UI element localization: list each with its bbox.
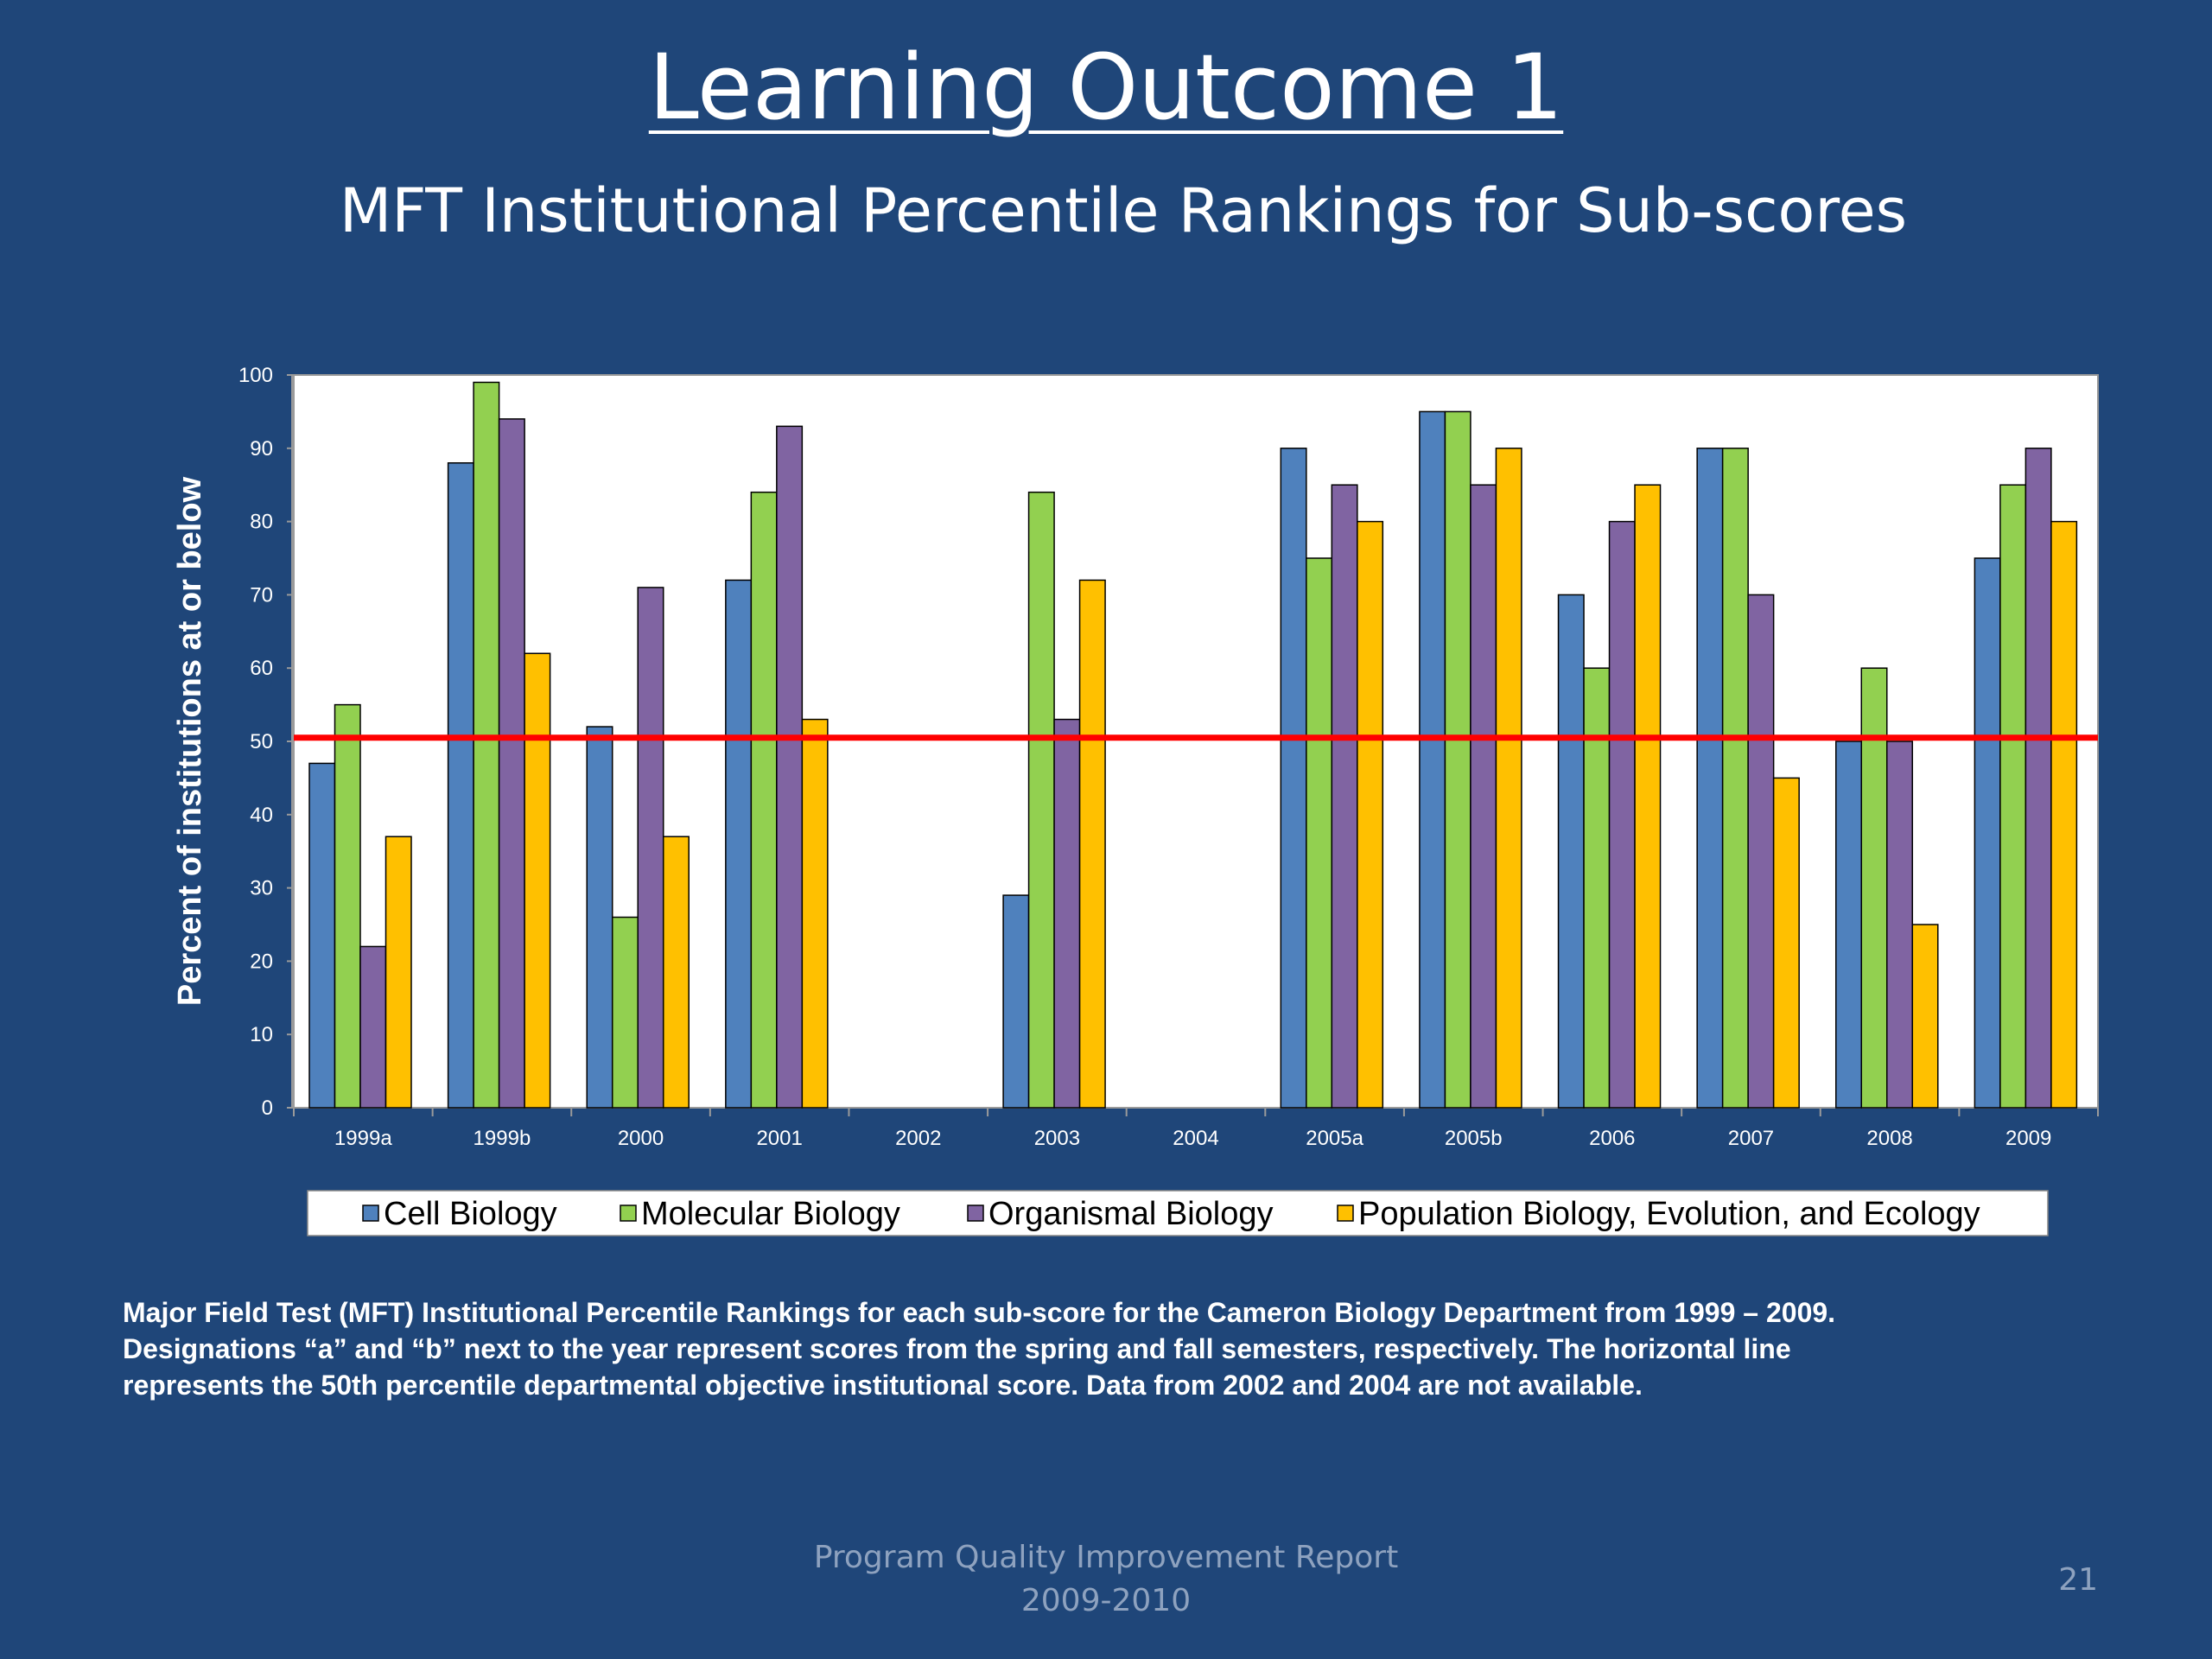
y-axis-label: Percent of institutions at or below <box>172 476 208 1006</box>
x-axis: 1999a 1999b 2000 2001 2002 2003 2004 2005a 2005b… <box>293 1107 2099 1150</box>
bar-1999b-molecular-biology <box>473 381 500 1109</box>
legend-swatch <box>1337 1205 1354 1222</box>
x-tick-label: 1999b <box>474 1127 531 1150</box>
bar-chart: 0 10 20 30 40 50 60 70 80 90 100 1999a 1999b 2000 200… <box>172 364 2099 1236</box>
bar-2007-molecular-biology <box>1721 448 1749 1109</box>
x-tick-label: 2008 <box>1866 1127 1912 1150</box>
bar-2008-molecular-biology <box>1860 667 1888 1109</box>
bar-2005b-molecular-biology <box>1444 410 1471 1109</box>
x-tick-label: 2005a <box>1306 1127 1363 1150</box>
y-tick-label: 10 <box>250 1023 273 1046</box>
legend-swatch <box>967 1205 984 1222</box>
bar-2008-cell-biology <box>1835 741 1863 1109</box>
bar-1999a-organismal-biology <box>359 945 387 1109</box>
bar-2005a-molecular-biology <box>1306 557 1333 1109</box>
bar-2009-cell-biology <box>1974 557 2001 1109</box>
bar-1999a-molecular-biology <box>334 703 361 1109</box>
bar-1999b-organismal-biology <box>498 418 525 1109</box>
bar-2003-population-biology-evolution-and-ecology <box>1078 579 1106 1109</box>
bar-2005b-population-biology-evolution-and-ecology <box>1495 448 1522 1109</box>
caption-line-2: Designations “a” and “b” next to the yea… <box>123 1333 1791 1364</box>
y-tick-label: 50 <box>250 730 273 753</box>
bar-2007-cell-biology <box>1696 448 1724 1109</box>
bar-2006-molecular-biology <box>1583 667 1611 1109</box>
x-tick-label: 2007 <box>1728 1127 1774 1150</box>
legend-label: Molecular Biology <box>641 1196 900 1232</box>
legend-box <box>307 1190 2049 1236</box>
bar-2006-cell-biology <box>1557 594 1585 1109</box>
legend: Cell Biology Molecular Biology Organismal … <box>362 1196 1980 1232</box>
y-tick-label: 60 <box>250 657 273 680</box>
bar-2008-organismal-biology <box>1886 741 1914 1109</box>
bar-2001-organismal-biology <box>776 425 804 1109</box>
x-tick-label: 2002 <box>895 1127 941 1150</box>
x-tick-label: 2001 <box>756 1127 802 1150</box>
bar-2006-organismal-biology <box>1608 520 1636 1109</box>
slide-subtitle: MFT Institutional Percentile Rankings fo… <box>339 175 1908 246</box>
y-tick-label: 40 <box>250 804 273 827</box>
bar-2000-cell-biology <box>586 726 613 1109</box>
figure-caption: Major Field Test (MFT) Institutional Per… <box>123 1294 2093 1403</box>
y-axis: 0 10 20 30 40 50 60 70 80 90 100 <box>238 364 295 1120</box>
bar-2007-population-biology-evolution-and-ecology <box>1772 777 1800 1109</box>
caption-line-3: represents the 50th percentile departmen… <box>123 1370 1643 1401</box>
y-tick-label: 30 <box>250 877 273 900</box>
x-tick-label: 2003 <box>1034 1127 1080 1150</box>
bar-1999a-cell-biology <box>308 762 336 1109</box>
x-tick-label: 2004 <box>1173 1127 1218 1150</box>
footer-report-name: Program Quality Improvement Report <box>813 1540 1399 1575</box>
y-tick-label: 100 <box>238 364 273 387</box>
y-tick-label: 20 <box>250 950 273 973</box>
legend-swatch <box>362 1205 379 1222</box>
plot-area <box>291 374 2099 1109</box>
y-tick-label: 70 <box>250 583 273 607</box>
footer-report-years: 2009-2010 <box>1020 1583 1192 1618</box>
bar-2003-molecular-biology <box>1027 491 1055 1109</box>
slide-title: Learning Outcome 1 <box>648 35 1564 140</box>
footer: Program Quality Improvement Report 2009-… <box>760 1536 1452 1623</box>
bar-2009-organismal-biology <box>2024 448 2052 1109</box>
bar-2000-molecular-biology <box>611 916 639 1109</box>
x-tick-label: 2006 <box>1589 1127 1635 1150</box>
bar-series-group <box>308 381 2078 1109</box>
bar-2005a-organismal-biology <box>1331 484 1358 1109</box>
y-tick-label: 90 <box>250 437 273 461</box>
bar-1999b-population-biology-evolution-and-ecology <box>524 652 551 1109</box>
bar-2000-population-biology-evolution-and-ecology <box>662 836 690 1109</box>
bar-2001-molecular-biology <box>750 491 778 1109</box>
bar-2005b-cell-biology <box>1419 410 1446 1109</box>
bar-2005a-population-biology-evolution-and-ecology <box>1357 520 1384 1109</box>
bar-2009-molecular-biology <box>1999 484 2027 1109</box>
bar-2001-cell-biology <box>725 579 753 1109</box>
bar-2001-population-biology-evolution-and-ecology <box>801 718 829 1109</box>
x-tick-label: 1999a <box>334 1127 392 1150</box>
bar-2007-organismal-biology <box>1747 594 1775 1109</box>
bar-1999a-population-biology-evolution-and-ecology <box>385 836 412 1109</box>
x-tick-label: 2005b <box>1445 1127 1503 1150</box>
bar-2003-cell-biology <box>1002 894 1030 1109</box>
legend-swatch <box>620 1205 637 1222</box>
legend-label: Organismal Biology <box>988 1196 1273 1232</box>
caption-line-1: Major Field Test (MFT) Institutional Per… <box>123 1297 1836 1328</box>
bar-2000-organismal-biology <box>637 587 664 1109</box>
y-tick-label: 80 <box>250 511 273 534</box>
bar-2005b-organismal-biology <box>1470 484 1497 1109</box>
legend-label: Cell Biology <box>384 1196 557 1232</box>
bar-2005a-cell-biology <box>1280 448 1307 1109</box>
x-tick-label: 2000 <box>618 1127 664 1150</box>
bar-2003-organismal-biology <box>1053 718 1081 1109</box>
bar-2006-population-biology-evolution-and-ecology <box>1634 484 1662 1109</box>
bar-2009-population-biology-evolution-and-ecology <box>2050 520 2078 1109</box>
y-tick-label: 0 <box>262 1096 273 1120</box>
legend-label: Population Biology, Evolution, and Ecolo… <box>1358 1196 1980 1232</box>
x-tick-label: 2009 <box>2005 1127 2051 1150</box>
bar-2008-population-biology-evolution-and-ecology <box>1911 924 1939 1109</box>
page-number: 21 <box>2058 1562 2098 1598</box>
bar-1999b-cell-biology <box>447 462 474 1109</box>
